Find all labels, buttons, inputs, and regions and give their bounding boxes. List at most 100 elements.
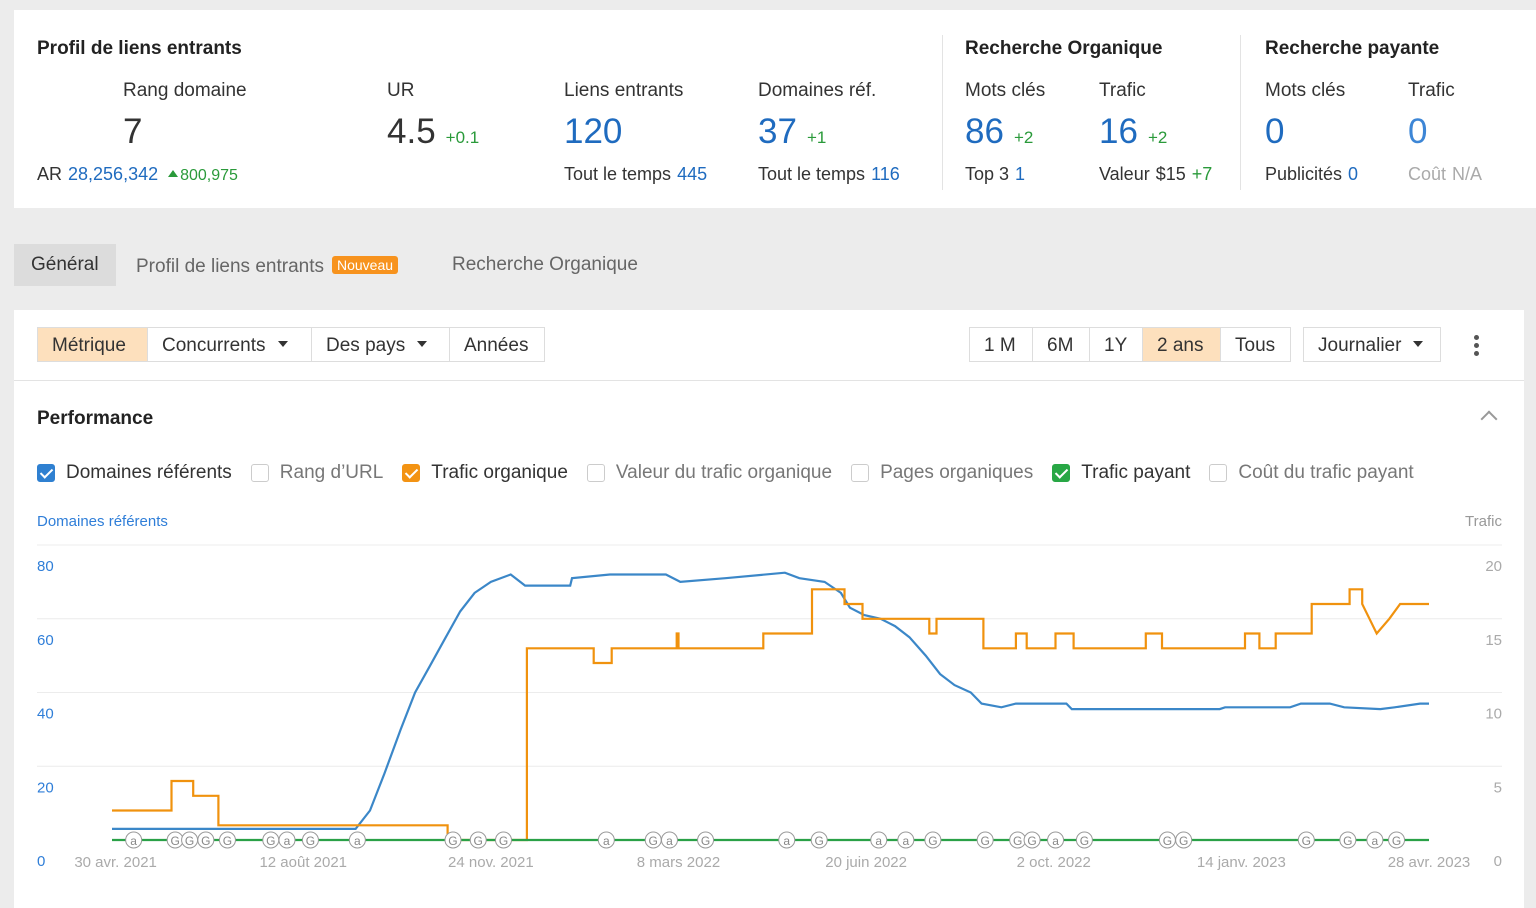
chart-card bbox=[14, 310, 1524, 908]
sub-value: $15 bbox=[1155, 164, 1186, 184]
series-line bbox=[112, 571, 1429, 830]
annotation-label: G bbox=[266, 834, 275, 848]
annotation-label: G bbox=[1080, 834, 1089, 848]
metric-value: 0 bbox=[1408, 112, 1428, 151]
metric: 4.5 +0.1 bbox=[387, 112, 479, 152]
annotation-marker bbox=[1388, 831, 1406, 849]
annotation-marker bbox=[1023, 831, 1041, 849]
annotation-label: G bbox=[928, 834, 937, 848]
filter-button[interactable]: Métrique bbox=[37, 327, 148, 362]
annotation-label: G bbox=[649, 834, 658, 848]
y-tick-label: 40 bbox=[37, 706, 54, 723]
divider bbox=[14, 380, 1524, 381]
filter-button[interactable]: Des pays bbox=[311, 327, 450, 362]
badge: Nouveau bbox=[332, 256, 399, 274]
metric-sub: Tout le temps 116 bbox=[758, 164, 900, 185]
annotation-label: G bbox=[306, 834, 315, 848]
tab-label: Profil de liens entrants bbox=[136, 256, 324, 277]
metric: 16 +2 bbox=[1099, 112, 1167, 152]
annotation-marker bbox=[1339, 831, 1357, 849]
annotation-label: G bbox=[1027, 834, 1036, 848]
checkbox-label: Trafic organique bbox=[431, 462, 568, 483]
more-menu[interactable] bbox=[1474, 335, 1480, 356]
annotation-label: G bbox=[1179, 834, 1188, 848]
metric-change: +1 bbox=[806, 128, 827, 147]
ar-change: 800,975 bbox=[180, 167, 238, 184]
annotation-label: G bbox=[474, 834, 483, 848]
metric-label: Domaines réf. bbox=[758, 80, 877, 101]
checkbox-box bbox=[1052, 464, 1071, 482]
metric-sub: Tout le temps 445 bbox=[564, 164, 707, 185]
metric-value: 0 bbox=[1265, 112, 1285, 151]
annotation-label: G bbox=[1343, 834, 1352, 848]
x-tick-label: 2 oct. 2022 bbox=[1017, 854, 1091, 871]
sub-label: Tout le temps bbox=[758, 164, 866, 184]
annotation-marker bbox=[218, 831, 236, 849]
x-tick-label: 12 août 2021 bbox=[259, 854, 347, 871]
range-button[interactable]: 2 ans bbox=[1142, 327, 1221, 362]
sub-value: N/A bbox=[1452, 164, 1483, 184]
ar-label: AR bbox=[37, 164, 63, 184]
annotation-label: G bbox=[201, 834, 210, 848]
checkbox-box bbox=[402, 464, 421, 482]
annotation-marker bbox=[1175, 831, 1193, 849]
tab[interactable]: Général bbox=[14, 244, 116, 286]
filter-button[interactable]: Années bbox=[449, 327, 545, 362]
annotation-marker bbox=[597, 831, 615, 849]
checkbox[interactable]: Pages organiques bbox=[851, 462, 1033, 484]
annotation-marker bbox=[494, 831, 512, 849]
annotation-label: G bbox=[223, 834, 232, 848]
sub-label: Publicités bbox=[1265, 164, 1343, 184]
range-button[interactable]: 6M bbox=[1032, 327, 1090, 362]
checkbox[interactable]: Trafic payant bbox=[1052, 462, 1190, 484]
tab[interactable]: Profil de liens entrants Nouveau bbox=[119, 244, 415, 286]
metric: 37 +1 bbox=[758, 112, 826, 152]
range-button[interactable]: 1 M bbox=[969, 327, 1033, 362]
section-title: Profil de liens entrants bbox=[37, 38, 242, 59]
annotation-label: G bbox=[1013, 834, 1022, 848]
annotation-marker bbox=[469, 831, 487, 849]
metric-value: 37 bbox=[758, 112, 797, 151]
metric-label: Trafic bbox=[1408, 80, 1455, 101]
metric-change: +2 bbox=[1013, 128, 1034, 147]
interval-dropdown[interactable]: Journalier bbox=[1303, 327, 1441, 362]
annotation-marker bbox=[197, 831, 215, 849]
checkbox-box bbox=[586, 464, 605, 482]
metric-label: Mots clés bbox=[1265, 80, 1346, 101]
tab[interactable]: Recherche Organique bbox=[452, 254, 638, 275]
sub-value: 445 bbox=[677, 164, 708, 184]
checkbox[interactable]: Domaines référents bbox=[37, 462, 232, 484]
annotation-marker bbox=[1047, 831, 1065, 849]
checkbox[interactable]: Coût du trafic payant bbox=[1209, 462, 1414, 484]
annotation-marker bbox=[810, 831, 828, 849]
checkbox-box bbox=[1209, 464, 1228, 482]
checkbox-label: Valeur du trafic organique bbox=[615, 462, 833, 483]
checkbox[interactable]: Trafic organique bbox=[402, 462, 568, 484]
annotation-label: G bbox=[499, 834, 508, 848]
x-tick-label: 14 janv. 2023 bbox=[1197, 854, 1286, 871]
annotation-marker bbox=[1075, 831, 1093, 849]
annotation-label: G bbox=[1163, 834, 1172, 848]
ar-row: AR 28,256,342 800,975 bbox=[37, 164, 238, 185]
checkbox[interactable]: Rang d’URL bbox=[250, 462, 383, 484]
sub-value: 1 bbox=[1015, 164, 1026, 184]
checkbox[interactable]: Valeur du trafic organique bbox=[586, 462, 833, 484]
metric-sub: Valeur $15 +7 bbox=[1099, 164, 1212, 185]
summary-card bbox=[14, 10, 1536, 208]
metric-change: +2 bbox=[1147, 128, 1168, 147]
sub-label: Valeur bbox=[1099, 164, 1150, 184]
annotation-marker bbox=[660, 831, 678, 849]
range-button[interactable]: Tous bbox=[1220, 327, 1291, 362]
sub-value: 116 bbox=[871, 164, 900, 184]
metric-label: Liens entrants bbox=[564, 80, 684, 101]
filter-button[interactable]: Concurrents bbox=[147, 327, 312, 362]
annotation-marker bbox=[870, 831, 888, 849]
button-label: Concurrents bbox=[162, 335, 288, 356]
metric-change: +0.1 bbox=[445, 128, 480, 147]
sub-change: +7 bbox=[1191, 164, 1213, 184]
series-line bbox=[112, 588, 1429, 842]
y-tick-label: 20 bbox=[37, 779, 54, 796]
checkbox-box bbox=[37, 464, 55, 482]
